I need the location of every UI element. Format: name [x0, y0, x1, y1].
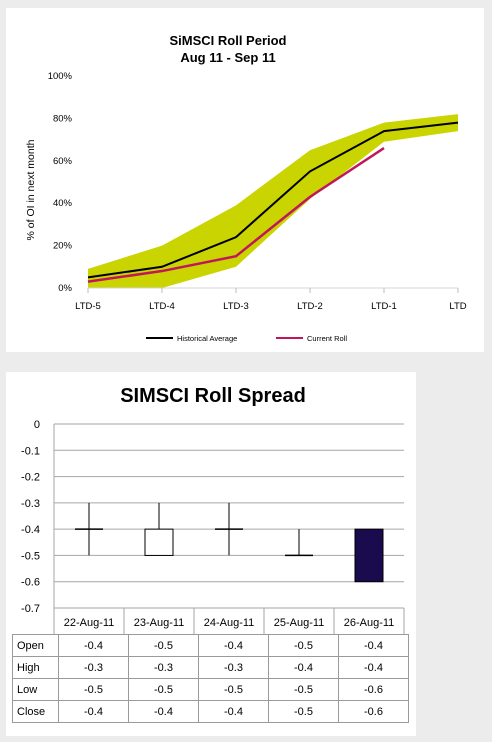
table-cell: -0.4	[128, 700, 199, 723]
table-cell: -0.3	[198, 656, 269, 679]
table-cell: -0.4	[198, 700, 269, 723]
legend-label-historical: Historical Average	[177, 334, 237, 343]
candle-body	[144, 528, 174, 556]
legend-label-current: Current Roll	[307, 334, 347, 343]
y-tick-label: -0.4	[21, 524, 40, 536]
table-cell: -0.5	[268, 700, 339, 723]
table-cell: -0.5	[58, 678, 129, 701]
x-tick-label: 22-Aug-11	[64, 617, 115, 629]
x-tick-label: 25-Aug-11	[274, 617, 325, 629]
y-tick-label: -0.2	[21, 472, 40, 484]
table-row: Open -0.4 -0.5 -0.4 -0.5 -0.4	[12, 634, 409, 657]
roll-spread-chart-panel: SIMSCI Roll Spread 0 -0.1 -0.2 -0.3 -0.4 -0.5…	[6, 372, 416, 736]
chart-title: SiMSCI Roll Period	[169, 33, 286, 48]
table-row: Low -0.5 -0.5 -0.5 -0.5 -0.6	[12, 678, 409, 701]
y-tick-label: -0.5	[21, 550, 40, 562]
ohlc-data-table: Open -0.4 -0.5 -0.4 -0.5 -0.4 High -0.3 -0.3 -0.3…	[12, 634, 409, 723]
y-axis-label: % of OI in next month	[25, 139, 37, 240]
table-cell: -0.4	[268, 656, 339, 679]
y-tick-label: -0.6	[21, 577, 40, 589]
range-band	[88, 114, 458, 288]
table-cell: -0.5	[128, 634, 199, 657]
table-cell: -0.5	[268, 678, 339, 701]
x-tick-label: 24-Aug-11	[204, 617, 255, 629]
table-cell: -0.4	[198, 634, 269, 657]
plot-area: 0% 20% 40% 60% 80% 100% LTD-5 LTD-4 LTD-3 LTD-2 LT…	[48, 71, 467, 312]
table-cell: -0.6	[338, 678, 409, 701]
row-label: Open	[12, 634, 59, 657]
table-cell: -0.5	[128, 678, 199, 701]
y-tick-label: 100%	[48, 71, 73, 82]
table-cell: -0.3	[128, 656, 199, 679]
table-cell: -0.4	[338, 656, 409, 679]
row-label: Close	[12, 700, 59, 723]
table-row: Close -0.4 -0.4 -0.4 -0.5 -0.6	[12, 700, 409, 723]
table-cell: -0.3	[58, 656, 129, 679]
chart-title: SIMSCI Roll Spread	[120, 385, 306, 407]
x-tick-label: 26-Aug-11	[344, 617, 395, 629]
y-tick-label: -0.1	[21, 445, 40, 457]
y-tick-label: -0.7	[21, 603, 40, 615]
y-tick-label: 20%	[53, 241, 73, 252]
y-tick-label: -0.3	[21, 498, 40, 510]
candle-body	[354, 528, 384, 583]
x-tick-label: LTD	[449, 301, 466, 312]
historical-average-line	[87, 121, 459, 279]
y-tick-label: 0%	[58, 283, 72, 294]
table-row: High -0.3 -0.3 -0.3 -0.4 -0.4	[12, 656, 409, 679]
table-cell: -0.5	[198, 678, 269, 701]
x-tick-label: LTD-4	[149, 301, 175, 312]
table-cell: -0.5	[268, 634, 339, 657]
row-label: High	[12, 656, 59, 679]
y-tick-label: 40%	[53, 198, 73, 209]
table-cell: -0.4	[58, 634, 129, 657]
roll-spread-chart: SIMSCI Roll Spread 0 -0.1 -0.2 -0.3 -0.4 -0.5…	[21, 385, 405, 634]
y-tick-label: 0	[34, 419, 40, 431]
roll-period-chart: SiMSCI Roll Period Aug 11 - Sep 11 % of …	[25, 33, 467, 343]
table-cell: -0.4	[338, 634, 409, 657]
x-tick-label: LTD-2	[297, 301, 323, 312]
x-tick-label: LTD-1	[371, 301, 397, 312]
roll-period-chart-panel: SiMSCI Roll Period Aug 11 - Sep 11 % of …	[6, 8, 484, 352]
x-tick-label: LTD-5	[75, 301, 101, 312]
x-tick-label: 23-Aug-11	[134, 617, 185, 629]
current-roll-line	[87, 147, 385, 283]
chart-subtitle: Aug 11 - Sep 11	[180, 50, 275, 65]
x-tick-label: LTD-3	[223, 301, 249, 312]
legend: Historical Average Current Roll	[146, 334, 347, 343]
table-cell: -0.6	[338, 700, 409, 723]
plot-area: 0 -0.1 -0.2 -0.3 -0.4 -0.5 -0.6 -0.7 22-Aug-11 23…	[21, 419, 405, 634]
y-tick-label: 60%	[53, 156, 73, 167]
row-label: Low	[12, 678, 59, 701]
table-cell: -0.4	[58, 700, 129, 723]
y-tick-label: 80%	[53, 113, 73, 124]
